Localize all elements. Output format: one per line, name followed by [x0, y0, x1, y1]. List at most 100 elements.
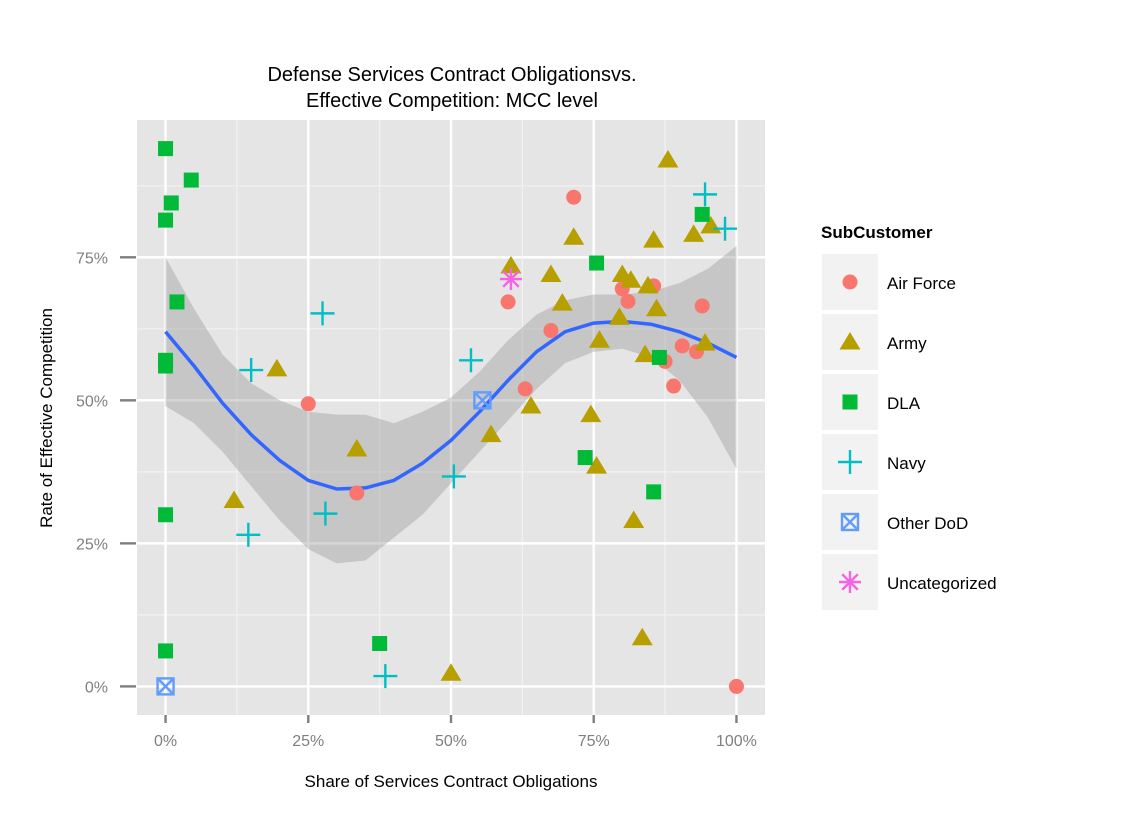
point-air-force [517, 381, 533, 397]
point-air-force [620, 293, 636, 309]
point-army [631, 627, 653, 646]
legend-item-uncategorized: Uncategorized [822, 554, 997, 610]
point-dla [646, 484, 662, 500]
y-axis: 0% 25% 50% 75% [76, 250, 136, 696]
point-dla [589, 255, 605, 271]
legend-key-uncategorized [839, 571, 861, 593]
point-army [620, 270, 642, 288]
point-army [623, 510, 645, 528]
legend-item-navy: Navy [822, 434, 926, 490]
x-axis-title: Share of Services Contract Obligations [305, 772, 598, 791]
point-dla [158, 507, 174, 523]
legend-key-navy [838, 450, 862, 474]
point-navy [313, 501, 338, 526]
point-army [580, 404, 602, 423]
point-army [540, 264, 562, 282]
legend-items: Air Force Army DLA Navy Other DoD Uncategoriz… [822, 254, 997, 610]
point-air-force [300, 396, 316, 412]
x-tick-label: 75% [578, 733, 610, 750]
point-air-force [543, 323, 559, 339]
point-dla [577, 450, 593, 466]
point-army [266, 358, 288, 377]
point-air-force [694, 298, 710, 314]
point-air-force [728, 678, 744, 694]
y-tick-label: 50% [76, 393, 108, 410]
point-navy [310, 301, 335, 326]
y-tick-label: 25% [76, 536, 108, 553]
point-dla [169, 294, 185, 310]
legend-item-other-dod: Other DoD [822, 494, 968, 550]
point-army [657, 150, 679, 168]
point-navy [373, 664, 398, 689]
point-air-force [500, 294, 516, 310]
point-dla [158, 212, 174, 228]
chart-title-line1: Defense Services Contract Obligationsvs. [267, 64, 636, 86]
point-dla [183, 172, 199, 188]
x-tick-label: 0% [154, 733, 177, 750]
points-layer [156, 141, 744, 696]
legend-title: SubCustomer [821, 223, 933, 242]
legend-key-dla [842, 394, 858, 410]
point-other-dod [156, 677, 175, 696]
legend-label-uncategorized: Uncategorized [887, 574, 997, 593]
point-army [440, 663, 462, 681]
legend-item-air-force: Air Force [822, 254, 956, 310]
point-army [586, 456, 608, 474]
point-army [563, 227, 585, 245]
point-air-force [666, 378, 682, 394]
point-dla [158, 141, 174, 157]
point-dla [158, 643, 174, 659]
point-army [480, 424, 502, 443]
legend: SubCustomer Air Force Army DLA Navy Other Do… [821, 223, 997, 610]
smooth-confidence-band [165, 245, 737, 564]
point-dla [651, 349, 667, 365]
point-army [683, 224, 705, 242]
point-navy [236, 522, 261, 547]
point-air-force [349, 485, 365, 501]
legend-label-dla: DLA [887, 394, 921, 413]
point-army [588, 330, 610, 348]
legend-key-air-force [842, 274, 858, 290]
y-tick-label: 0% [85, 679, 108, 696]
x-tick-label: 100% [716, 733, 757, 750]
legend-label-air-force: Air Force [887, 274, 956, 293]
point-uncategorized [499, 268, 522, 291]
point-army [643, 230, 665, 248]
point-army [637, 275, 659, 294]
legend-label-navy: Navy [887, 454, 926, 473]
x-tick-label: 50% [435, 733, 467, 750]
legend-item-army: Army [822, 314, 927, 370]
point-navy [458, 348, 483, 373]
y-tick-label: 75% [76, 250, 108, 267]
point-army [223, 490, 245, 508]
point-army [551, 293, 573, 311]
point-army [646, 298, 668, 317]
point-navy [713, 216, 738, 241]
point-army [608, 307, 630, 325]
point-army [634, 344, 656, 363]
y-axis-title: Rate of Effective Competition [37, 308, 56, 528]
point-dla [372, 635, 388, 651]
legend-key-army [839, 332, 861, 350]
point-army [694, 333, 716, 351]
point-dla [163, 195, 179, 211]
legend-label-army: Army [887, 334, 927, 353]
legend-label-other-dod: Other DoD [887, 514, 968, 533]
point-other-dod [473, 391, 492, 410]
point-navy [693, 182, 718, 207]
legend-key-other-dod [840, 512, 860, 532]
x-tick-label: 25% [292, 733, 324, 750]
smooth-line [164, 319, 738, 491]
chart-title-line2: Effective Competition: MCC level [306, 90, 598, 112]
point-navy [239, 358, 264, 383]
point-army [520, 396, 542, 414]
point-air-force [674, 338, 690, 354]
point-air-force [566, 189, 582, 205]
point-navy [441, 464, 466, 489]
legend-item-dla: DLA [822, 374, 921, 430]
point-dla [694, 206, 710, 222]
point-army [346, 438, 368, 457]
point-army [500, 255, 522, 274]
x-axis: 0% 25% 50% 75% 100% [154, 715, 757, 750]
